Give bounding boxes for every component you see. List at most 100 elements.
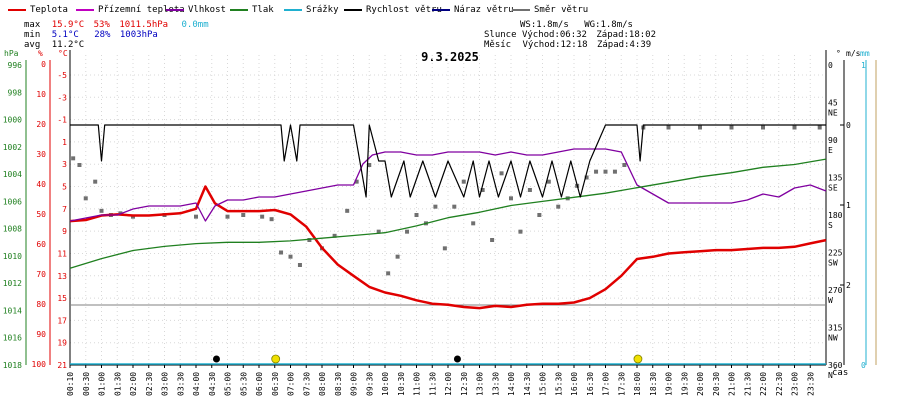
legend-swatch <box>284 8 302 11</box>
temp-tick-label: 15 <box>57 294 67 303</box>
x-tick-label: 07:30 <box>302 372 311 396</box>
x-tick-label: 13:00 <box>476 372 485 396</box>
temp-tick-label: -1 <box>57 116 67 125</box>
marks <box>69 124 827 365</box>
wind-speed-unit-label: m/s <box>846 49 861 58</box>
wind-direction-point <box>386 271 391 276</box>
sun-row: Slunce Východ:06:32 Západ:18:02 <box>484 30 656 40</box>
x-tick-label: 04:30 <box>208 372 217 396</box>
legend-item-rain: Srážky <box>284 4 339 16</box>
wind-direction-point <box>99 208 104 213</box>
legend-label: Rychlost větru <box>366 5 442 15</box>
wind-speed-tick-label: 2 <box>846 281 851 290</box>
pressure-tick-label: 1000 <box>3 116 22 125</box>
pressure-tick-label: 1012 <box>3 279 22 288</box>
x-tick-label: 12:30 <box>460 372 469 396</box>
wind-direction-point <box>603 169 608 174</box>
x-tick-label: 09:30 <box>365 372 374 396</box>
x-tick-label: 19:00 <box>665 372 674 396</box>
legend-label: Tlak <box>252 5 274 15</box>
x-tick-label: 13:30 <box>491 372 500 396</box>
wind-direction-point <box>527 188 532 192</box>
wind-dir-unit-label: ° <box>836 49 841 58</box>
x-tick-label: 12:00 <box>444 372 453 396</box>
temp-tick-label: 7 <box>62 205 67 214</box>
x-tick-label: 00:10 <box>66 372 75 396</box>
x-tick-label: 15:30 <box>554 372 563 396</box>
wind-direction-point <box>518 229 523 234</box>
moonset-marker <box>212 355 220 363</box>
x-tick-label: 14:30 <box>523 372 532 396</box>
x-tick-label: 05:30 <box>239 372 248 396</box>
wind-direction-point <box>288 254 293 259</box>
pressure-tick-label: 1018 <box>3 361 22 370</box>
x-tick-label: 22:00 <box>759 372 768 396</box>
moonset-time: Západ:4:39 <box>596 40 652 50</box>
chart-title: 9.3.2025 <box>421 50 479 64</box>
wind-dir-tick-label: 0 <box>828 61 833 70</box>
temp-tick-label: 3 <box>62 160 67 169</box>
x-tick-label: 23:00 <box>791 372 800 396</box>
x-tick-label: 16:00 <box>570 372 579 396</box>
wind-direction-point <box>367 163 372 167</box>
pressure-tick-label: 1008 <box>3 225 22 234</box>
wind-dir-cardinal-label: NE <box>828 109 838 118</box>
pressure-tick-label: 1002 <box>3 143 22 152</box>
x-tick-label: 00:30 <box>82 372 91 396</box>
series-line <box>69 148 827 222</box>
humidity-tick-label: 100 <box>32 360 47 369</box>
wind-direction-point <box>729 125 734 130</box>
wind-direction-point <box>77 163 82 167</box>
legend-swatch <box>512 8 530 11</box>
stat-label: max <box>24 20 41 30</box>
sunrise-marker <box>271 354 281 364</box>
x-tick-label: 20:00 <box>696 372 705 396</box>
x-tick-label: 03:00 <box>161 372 170 396</box>
temp-tick-label: -5 <box>57 71 67 80</box>
x-tick-label: 16:30 <box>586 372 595 396</box>
x-tick-label: 08:30 <box>334 372 343 396</box>
wind-dir-tick-label: 135 <box>828 174 843 183</box>
wind-direction-point <box>499 171 504 176</box>
x-tick-label: 08:00 <box>318 372 327 396</box>
x-tick-label: 22:30 <box>775 372 784 396</box>
wind-direction-point <box>354 179 359 184</box>
x-tick-label: 01:30 <box>113 372 122 396</box>
pressure-tick-label: 1004 <box>3 170 22 179</box>
wind-dir-cardinal-label: SW <box>828 259 838 268</box>
stat-max-temp: 15.9°C <box>51 20 85 30</box>
stat-label: min <box>24 30 41 40</box>
temp-tick-label: 13 <box>57 272 67 281</box>
humidity-unit-label: % <box>38 49 43 58</box>
x-tick-label: 02:30 <box>145 372 154 396</box>
pressure-unit-label: hPa <box>4 49 19 58</box>
x-axis-label: čas <box>832 367 848 378</box>
wind-direction-point <box>666 125 671 130</box>
x-tick-label: 09:00 <box>350 372 359 396</box>
wind-direction-point <box>194 214 198 219</box>
pressure-tick-label: 998 <box>8 88 23 97</box>
wind-dir-tick-label: 360 <box>828 361 843 370</box>
rain-unit-label: mm <box>860 49 870 58</box>
wind-direction-point <box>556 204 561 209</box>
wind-dir-tick-label: 270 <box>828 286 843 295</box>
x-tick-label: 06:30 <box>271 372 280 396</box>
series-line <box>69 158 827 269</box>
wind-summary: WS:1.8m/s WG:1.8m/s <box>520 20 633 30</box>
wind-dir-cardinal-label: E <box>828 146 833 155</box>
legend-swatch <box>344 8 362 11</box>
wind-direction-point <box>279 250 284 255</box>
temp-tick-label: 17 <box>57 316 67 325</box>
wind-direction-point <box>537 213 542 217</box>
legend-label: Náraz větru <box>454 5 514 15</box>
wind-dir-cardinal-label: NW <box>828 334 838 343</box>
legend-item-wind-gust: Náraz větru <box>432 4 514 16</box>
x-tick-label: 21:30 <box>743 372 752 396</box>
humidity-tick-label: 60 <box>36 240 46 249</box>
wind-dir-tick-label: 315 <box>828 324 843 333</box>
legend-swatch <box>76 8 94 11</box>
x-tick-label: 15:00 <box>539 372 548 396</box>
sunset-marker <box>633 354 643 364</box>
wind-direction-point <box>612 169 617 174</box>
